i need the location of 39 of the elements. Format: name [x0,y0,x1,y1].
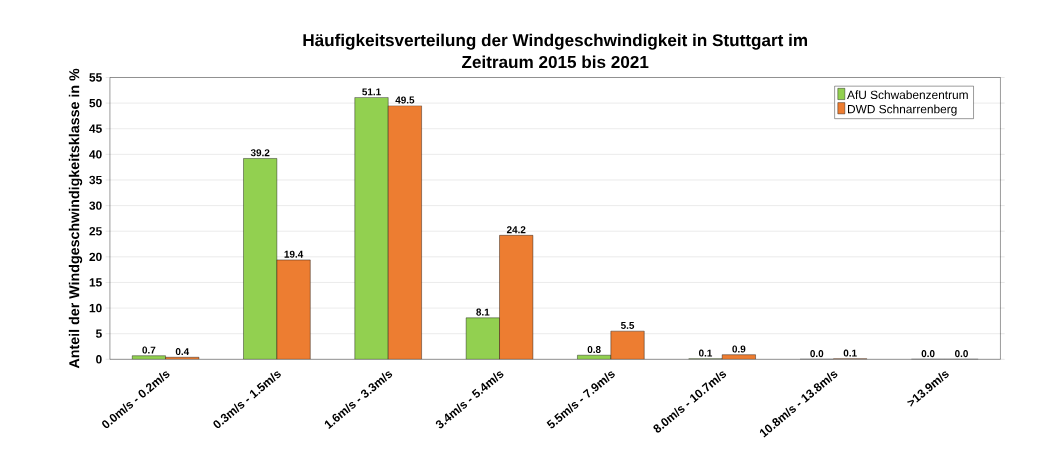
y-tick-label: 15 [89,278,102,287]
bar [499,235,534,360]
data-label: 0.9 [732,345,746,353]
data-label: 0.0 [954,350,968,358]
y-tick-label: 50 [89,98,102,108]
y-axis-title: Anteil der Windgeschwindigkeitsklasse in % [68,68,83,369]
legend-label: AfU Schwabenzentrum [847,90,968,99]
data-label: 39.2 [250,149,270,157]
data-label: 0.4 [175,347,190,355]
y-tick-label: 45 [89,124,102,133]
y-tick-label: 0 [96,355,102,364]
bar [354,97,389,360]
bar [388,105,422,360]
legend-label: DWD Schnarrenberg [848,104,957,116]
data-label: 8.1 [476,308,490,316]
y-tick-label: 30 [89,201,102,210]
data-label: 19.4 [284,250,304,258]
data-label: 0.8 [587,345,601,353]
data-label: 0.0 [810,350,824,358]
bar [276,259,311,360]
y-tick-label: 40 [89,150,102,159]
y-tick-label: 5 [95,329,102,338]
data-label: 49.5 [395,96,415,104]
chart-title: Häufigkeitsverteilung der Windgeschwindigkeit in Stuttgart im Zeitraum 2015 bis 2021 [303,33,808,68]
y-tick-label: 55 [89,73,102,82]
y-tick-label: 20 [89,252,102,261]
data-label: 0.0 [921,350,935,358]
y-tick-label: 10 [89,303,102,313]
data-label: 0.1 [698,349,713,357]
bar [610,330,645,360]
bar [243,158,278,360]
data-label: 0.7 [142,346,156,354]
y-tick-label: 35 [89,175,102,185]
y-tick-label: 25 [89,226,102,236]
data-label: 51.1 [362,88,381,96]
bar [465,317,500,360]
data-label: 0.1 [843,349,857,357]
data-label: 24.2 [506,226,526,234]
data-label: 5.5 [620,321,635,329]
